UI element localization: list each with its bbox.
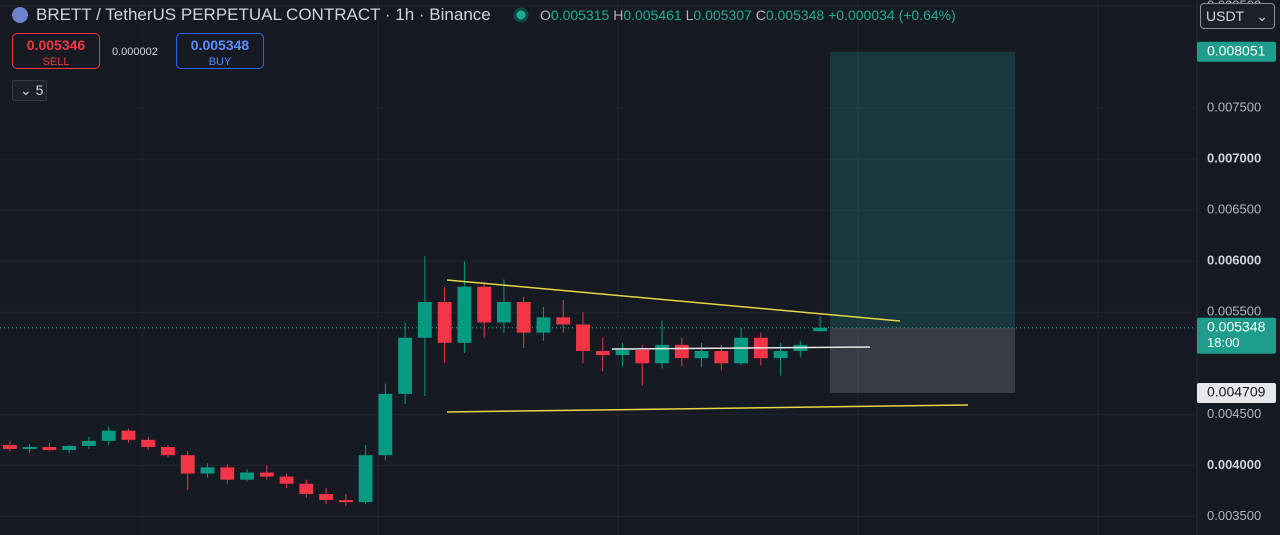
- candle-body: [497, 302, 511, 323]
- candle-body: [240, 472, 254, 480]
- candle-body: [595, 351, 610, 356]
- candle-body: [82, 440, 96, 446]
- price-tag-label: 0.004709: [1207, 384, 1266, 400]
- candle-body: [319, 493, 333, 501]
- ohlc-key: L: [685, 7, 694, 23]
- y-tick-label: 0.005500: [1207, 304, 1261, 319]
- y-tick-label: 0.004000: [1207, 457, 1261, 472]
- candle-body: [2, 444, 17, 450]
- status-dot: [513, 7, 529, 23]
- candle-body: [813, 327, 828, 332]
- candle-body: [437, 302, 452, 343]
- currency: USDT: [1206, 8, 1245, 24]
- sell-price: 0.005346: [26, 37, 86, 53]
- price-tag-label: 0.008051: [1207, 42, 1266, 58]
- trend-line: [446, 279, 901, 322]
- trend-line: [446, 404, 969, 413]
- candle-body: [417, 302, 432, 338]
- y-tick-label: 0.004500: [1207, 406, 1261, 421]
- candle-body: [220, 467, 235, 480]
- candles: [2, 256, 828, 507]
- y-tick-label: 0.006000: [1207, 253, 1261, 268]
- position: [0, 51, 1196, 393]
- candle-body: [655, 344, 669, 364]
- buy-button[interactable]: 0.005348 BUY: [176, 33, 264, 69]
- candle-body: [457, 286, 472, 343]
- candle-body: [615, 349, 630, 356]
- candle-body: [576, 324, 590, 352]
- symbol: BRETT / TetherUS PERPETUAL CONTRACT · 1h…: [36, 5, 491, 24]
- candle-body: [180, 455, 195, 474]
- ohlc-value: 0.005461: [623, 7, 682, 23]
- grid: [0, 5, 1196, 517]
- change: +0.000034 (+0.64%): [828, 7, 956, 23]
- candle-body: [773, 351, 788, 359]
- target-zone: [830, 51, 1015, 328]
- interval: 5: [35, 82, 44, 98]
- y-tick-label: 0.007500: [1207, 99, 1261, 114]
- candle-body: [161, 446, 175, 456]
- price-tag-label: 0.005348: [1207, 318, 1266, 334]
- candle-body: [556, 317, 571, 325]
- ohlc-value: 0.005315: [550, 7, 610, 23]
- candle-body: [536, 317, 551, 333]
- candle-body: [734, 337, 748, 364]
- ohlc-value: 0.005307: [693, 7, 752, 23]
- candle-body: [62, 445, 77, 451]
- candle-body: [200, 467, 215, 474]
- price-tag: [1197, 41, 1276, 62]
- candle-body: [398, 337, 413, 394]
- ohlc-key: C: [755, 7, 766, 23]
- buy-price: 0.005348: [190, 37, 250, 53]
- candle-body: [516, 302, 531, 333]
- candle-body: [299, 483, 314, 494]
- candle-body: [694, 351, 709, 359]
- candle-body: [635, 349, 650, 364]
- candle-body: [477, 286, 492, 323]
- ohlc: O0.005315 H0.005461 L0.005307 C0.005348 …: [540, 7, 956, 23]
- spread: 0.000002: [112, 46, 158, 58]
- price-tag: [1197, 317, 1276, 354]
- y-tick-label: 0.006500: [1207, 202, 1261, 217]
- chevron: ⌄: [1256, 8, 1268, 24]
- candle-body: [141, 439, 156, 447]
- ohlc-key: O: [540, 7, 551, 23]
- price-tag: [1197, 382, 1276, 403]
- sell-button[interactable]: 0.005346 SELL: [12, 33, 100, 69]
- resistance-line: [611, 346, 871, 350]
- buy-label: BUY: [208, 56, 232, 68]
- candle-body: [121, 430, 136, 440]
- interval-toggle[interactable]: ⌄ 5: [12, 80, 47, 101]
- countdown: 18:00: [1207, 335, 1240, 350]
- candle-body: [714, 351, 729, 364]
- candle-body: [101, 430, 116, 441]
- ohlc-value: 0.005348: [765, 7, 825, 23]
- candle-body: [22, 446, 37, 450]
- ohlc-key: H: [613, 7, 624, 23]
- candle-body: [259, 472, 274, 477]
- candle-body: [42, 446, 57, 451]
- currency-select[interactable]: USDT ⌄: [1200, 3, 1275, 29]
- y-tick-label: 0.007000: [1207, 151, 1261, 166]
- y-tick-label: 0.003500: [1207, 508, 1261, 523]
- stop-zone: [830, 327, 1015, 393]
- price-axis: 0.0085000.0075000.0070000.0065000.006000…: [1197, 0, 1276, 523]
- candle-body: [338, 500, 353, 503]
- symbol-icon: [12, 7, 28, 23]
- candle-body: [358, 455, 373, 503]
- sell-label: SELL: [42, 56, 70, 68]
- candle-body: [674, 344, 689, 359]
- candle-body: [279, 476, 294, 484]
- candle-body: [378, 393, 393, 456]
